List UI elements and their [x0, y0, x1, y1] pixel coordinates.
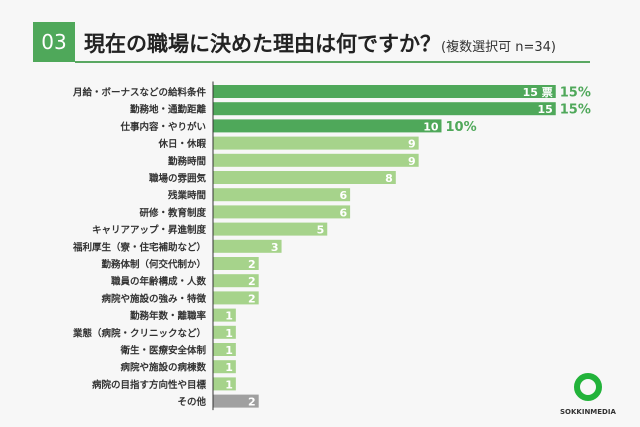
bar [213, 85, 556, 98]
bar [213, 257, 259, 270]
value-label: 2 [248, 258, 256, 271]
value-label: 2 [248, 292, 256, 305]
value-label: 15 [537, 103, 552, 116]
section-number-badge: 03 [33, 22, 75, 62]
bar [213, 222, 328, 236]
category-label: 病院や施設の強み・特徴 [101, 293, 206, 305]
category-label: 研修・教育制度 [139, 207, 206, 219]
percent-label: 10% [446, 120, 477, 135]
value-label: 15 票 [523, 86, 553, 99]
category-label: 仕事内容・やりがい [119, 121, 206, 133]
bar [213, 360, 236, 374]
bar [213, 274, 259, 288]
category-label: 勤務体制（何交代制か） [101, 259, 206, 271]
bar [213, 102, 556, 116]
value-label: 6 [339, 189, 347, 202]
bar [213, 394, 259, 408]
value-label: 3 [271, 241, 279, 254]
category-label: 勤務地・通勤距離 [130, 104, 207, 116]
bar [213, 136, 419, 150]
sokkin-media-logo: SOKKINMEDIA [560, 372, 616, 416]
category-label: 月給・ボーナスなどの給料条件 [72, 87, 207, 99]
value-label: 1 [225, 310, 233, 323]
category-label: 業態（病院・クリニックなど） [72, 327, 206, 339]
value-label: 1 [225, 378, 233, 391]
value-label: 10 [423, 120, 439, 133]
category-label: 病院の目指す方向性や目標 [92, 379, 207, 391]
category-label: その他 [177, 396, 206, 408]
value-label: 6 [339, 206, 347, 219]
value-label: 1 [225, 344, 233, 357]
bar [213, 188, 351, 202]
value-label: 1 [225, 361, 233, 374]
value-label: 2 [248, 396, 256, 409]
value-label: 5 [317, 224, 325, 237]
title-text: 現在の職場に決めた理由は何ですか？ [84, 32, 441, 56]
bar [213, 377, 236, 391]
page-title: 現在の職場に決めた理由は何ですか？(複数選択可 n=34) [84, 28, 556, 58]
bar [213, 291, 259, 305]
category-label: 病院や施設の病棟数 [120, 362, 206, 374]
bar [213, 153, 419, 167]
bar [213, 343, 236, 356]
bar [213, 171, 396, 184]
title-underline [75, 61, 590, 63]
value-label: 9 [408, 138, 416, 151]
bar [213, 308, 236, 322]
bar [213, 119, 442, 133]
category-label: 衛生・医療安全体制 [119, 345, 206, 357]
value-label: 8 [385, 172, 393, 185]
bar [213, 205, 351, 219]
percent-label: 15% [560, 103, 591, 118]
category-label: 職場の雰囲気 [149, 173, 207, 185]
category-label: 休日・休暇 [157, 138, 206, 150]
value-label: 1 [225, 327, 233, 340]
subtitle: (複数選択可 n=34) [441, 40, 556, 55]
bar [213, 325, 236, 339]
category-label: キャリアアップ・昇進制度 [92, 224, 207, 236]
category-label: 勤務時間 [168, 155, 206, 167]
value-label: 2 [248, 275, 256, 288]
logo-ring-icon [573, 373, 602, 401]
category-label: 残業時間 [168, 190, 206, 202]
category-label: 職員の年齢構成・人数 [111, 276, 207, 288]
bar [213, 239, 282, 253]
value-label: 9 [408, 155, 416, 168]
percent-label: 15% [560, 86, 591, 101]
category-label: 勤務年数・離職率 [130, 310, 207, 322]
category-label: 福利厚生（寮・住宅補助など） [72, 241, 206, 253]
logo-text: SOKKINMEDIA [560, 408, 616, 416]
